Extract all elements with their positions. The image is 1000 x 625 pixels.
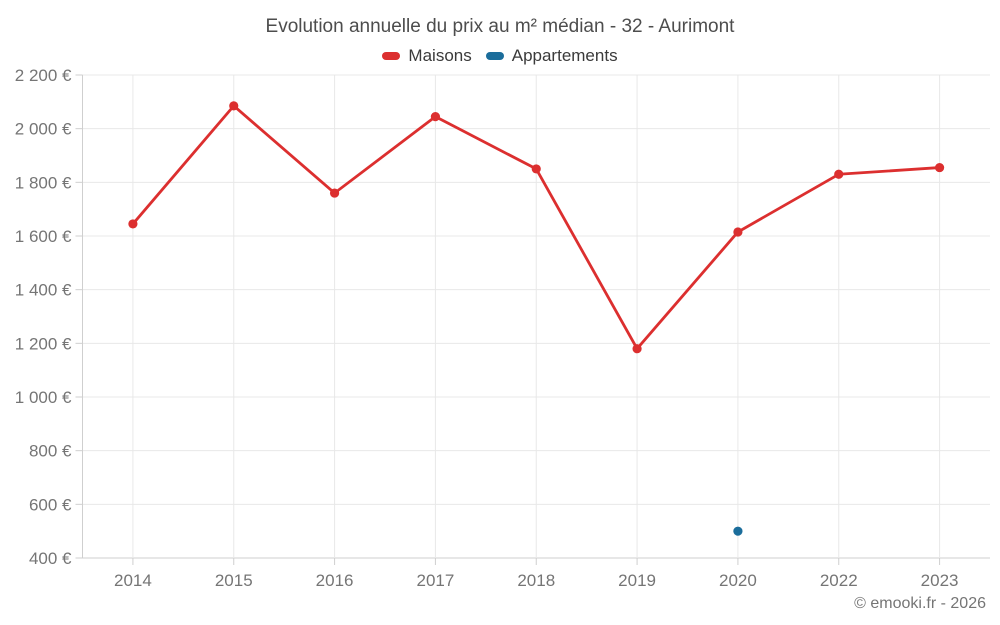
y-axis-tick-label: 1 600 € [15,227,72,246]
y-axis-tick-label: 1 000 € [15,388,72,407]
data-point-maisons [834,169,844,179]
y-axis-tick-label: 1 200 € [15,334,72,353]
x-axis-tick-label: 2017 [417,571,455,590]
data-point-appartements [733,526,743,536]
x-axis-tick-label: 2022 [820,571,858,590]
data-point-maisons [733,227,743,237]
data-point-maisons [430,111,441,122]
data-point-maisons [329,188,340,198]
chart-title: Evolution annuelle du prix au m² médian … [265,16,735,37]
y-axis-tick-label: 2 200 € [15,66,72,85]
data-point-maisons [531,164,541,174]
data-point-maisons [229,101,239,111]
x-axis-tick-label: 2023 [921,571,959,590]
x-axis-tick-label: 2014 [114,571,152,590]
x-axis-tick-label: 2019 [618,571,656,590]
y-axis-tick-label: 400 € [29,549,72,568]
legend-item-appartements[interactable]: Appartements [485,46,618,66]
data-point-maisons [632,344,642,354]
legend-label-maisons: Maisons [408,46,472,65]
x-axis-tick-label: 2018 [517,571,555,590]
copyright-text: © emooki.fr - 2026 [854,595,986,612]
data-point-maisons [934,162,945,173]
y-axis-tick-label: 2 000 € [15,120,72,139]
y-axis-tick-label: 600 € [29,495,72,514]
x-axis-tick-label: 2020 [719,571,757,590]
data-point-maisons [128,219,138,229]
y-axis-tick-label: 1 400 € [15,281,72,300]
maisons-series-swatch-icon [382,52,401,60]
legend-label-appartements: Appartements [511,46,618,65]
legend-item-maisons[interactable]: Maisons [382,46,472,66]
y-axis-tick-label: 1 800 € [15,173,72,192]
chart-legend: Maisons Appartements [0,45,1000,67]
x-axis-tick-label: 2015 [215,571,253,590]
y-axis-tick-label: 800 € [29,442,72,461]
x-axis-tick-label: 2016 [316,571,354,590]
appartements-series-swatch-icon [485,52,504,60]
